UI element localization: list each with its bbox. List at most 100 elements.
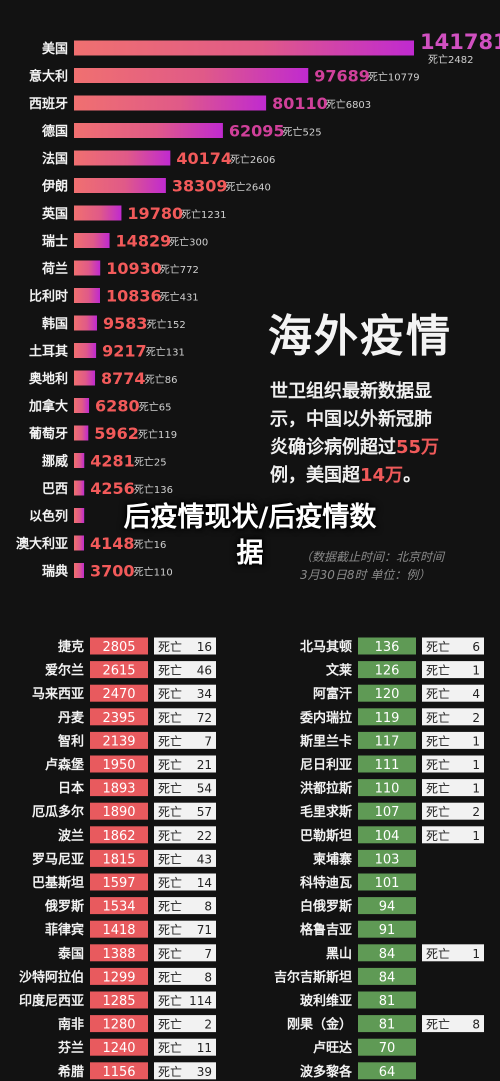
bar-category-label: 挪威 — [42, 454, 68, 470]
table-death-value: 22 — [197, 829, 212, 843]
table-value-cell — [90, 991, 148, 1009]
bar-death-label: 死亡25 — [134, 456, 167, 469]
bar-category-label: 土耳其 — [29, 344, 68, 360]
bar-value-label: 9583 — [103, 314, 148, 333]
bar-value-label: 4256 — [90, 479, 135, 498]
table-country-label: 玻利维亚 — [300, 993, 352, 1009]
table-country-label: 斯里兰卡 — [300, 733, 352, 749]
table-death-prefix: 死亡 — [158, 900, 182, 914]
table-country-label: 尼日利亚 — [300, 757, 352, 773]
table-death-prefix: 死亡 — [158, 687, 182, 701]
bar-value-label: 4148 — [90, 534, 135, 553]
table-value-text: 107 — [375, 805, 400, 820]
bar-category-label: 加拿大 — [28, 399, 68, 415]
table-value-text: 1280 — [102, 1018, 135, 1033]
table-death-prefix: 死亡 — [158, 734, 182, 748]
table-country-label: 白俄罗斯 — [300, 899, 352, 915]
table-value-cell — [90, 779, 148, 797]
table-death-value: 8 — [204, 900, 212, 914]
table-country-label: 波多黎各 — [300, 1064, 353, 1080]
table-value-cell — [90, 873, 148, 891]
bar-value-label: 141781 — [420, 30, 500, 54]
summary-line: 示，中国以外新冠肺 — [270, 409, 432, 430]
bar — [74, 260, 101, 276]
table-death-value: 11 — [197, 1041, 212, 1055]
table-death-prefix: 死亡 — [158, 664, 182, 678]
table-country-label: 南非 — [58, 1017, 84, 1033]
table-death-cell — [154, 920, 216, 938]
source-note-line: 3月30日8时 单位：例） — [300, 568, 431, 582]
table-death-cell — [154, 1062, 216, 1080]
table-death-cell — [422, 661, 484, 679]
table-country-label: 北马其顿 — [300, 639, 352, 655]
bar-category-label: 法国 — [42, 151, 68, 167]
table-death-value: 6 — [472, 640, 480, 654]
table-value-text: 1299 — [102, 970, 135, 985]
table-death-value: 1 — [472, 758, 480, 772]
bar-category-label: 英国 — [41, 206, 68, 222]
bar-category-label: 澳大利亚 — [16, 536, 68, 552]
table-value-cell — [90, 1062, 148, 1080]
table-death-cell — [154, 684, 216, 702]
bar-category-label: 伊朗 — [41, 179, 68, 195]
table-value-text: 84 — [379, 970, 396, 985]
source-note: （数据截止时间：北京时间 3月30日8时 单位：例） — [300, 548, 490, 584]
summary-line: 世卫组织最新数据显 — [270, 381, 432, 402]
table-value-cell — [358, 826, 416, 844]
table-death-cell — [154, 897, 216, 915]
bar-category-label: 荷兰 — [41, 261, 68, 277]
table-value-text: 2395 — [102, 711, 135, 726]
table-country-label: 毛里求斯 — [300, 804, 352, 820]
table-death-value: 2 — [472, 711, 480, 725]
table-death-value: 4 — [472, 687, 480, 701]
table-value-cell — [358, 755, 416, 773]
summary-text-part: 例，美国超 — [270, 465, 360, 486]
table-death-value: 72 — [197, 711, 212, 725]
table-death-value: 1 — [472, 734, 480, 748]
bar-death-label: 死亡10779 — [368, 71, 420, 84]
bar-value-label: 62095 — [229, 122, 285, 141]
bar-value-label: 80110 — [272, 94, 328, 113]
table-death-prefix: 死亡 — [158, 994, 182, 1008]
table-death-cell — [154, 873, 216, 891]
bar — [74, 123, 223, 138]
bar — [74, 315, 97, 331]
bar-death-label: 死亡772 — [160, 263, 199, 276]
table-death-cell — [422, 944, 484, 962]
bar-death-label: 死亡300 — [169, 236, 208, 249]
bar-category-label: 比利时 — [29, 289, 68, 305]
table-value-cell — [358, 637, 416, 655]
source-note-line: （数据截止时间：北京时间 — [300, 550, 445, 564]
table-value-text: 1890 — [102, 805, 135, 820]
table-value-cell — [358, 802, 416, 820]
table-country-label: 俄罗斯 — [44, 899, 84, 915]
table-death-cell — [422, 637, 484, 655]
table-value-cell — [358, 849, 416, 867]
table-death-value: 16 — [197, 640, 212, 654]
table-death-cell — [422, 755, 484, 773]
table-death-prefix: 死亡 — [426, 1018, 450, 1032]
table-death-prefix: 死亡 — [158, 782, 182, 796]
bar-category-label: 韩国 — [42, 316, 68, 332]
table-country-label: 厄瓜多尔 — [32, 804, 84, 820]
table-value-text: 1156 — [102, 1065, 135, 1080]
table-value-cell — [358, 661, 416, 679]
table-death-value: 2 — [204, 1018, 212, 1032]
table-country-label: 格鲁吉亚 — [300, 922, 352, 938]
bar-death-label: 死亡16 — [134, 538, 167, 551]
table-death-prefix: 死亡 — [158, 711, 182, 725]
table-value-text: 104 — [375, 829, 400, 844]
table-value-cell — [358, 897, 416, 915]
table-death-value: 8 — [204, 970, 212, 984]
bar-death-label: 死亡119 — [138, 428, 177, 441]
table-value-text: 1418 — [102, 923, 135, 938]
table-value-text: 84 — [379, 947, 396, 962]
table-value-text: 111 — [375, 758, 400, 773]
table-death-value: 34 — [197, 687, 212, 701]
bar-value-label: 3700 — [90, 562, 135, 581]
table-country-label: 爱尔兰 — [45, 663, 84, 679]
bar — [74, 480, 85, 496]
table-right: 北马其顿 136 死亡 6 文莱 126 死亡 1 阿富汗 120 死亡 4 委内瑞拉 119 死亡 2 斯里兰… — [274, 637, 484, 1080]
